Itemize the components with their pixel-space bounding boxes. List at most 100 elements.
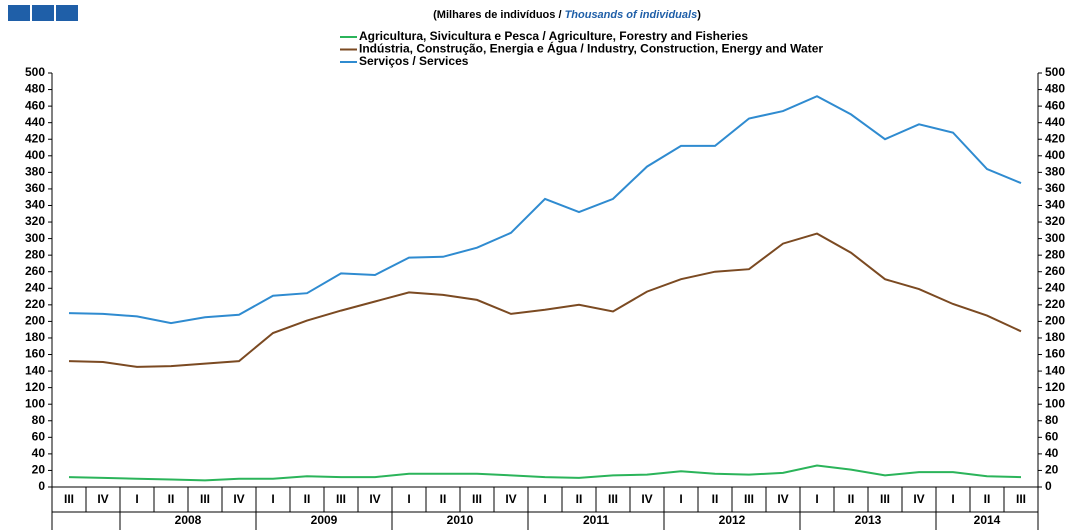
y-tick-label-right: 120 — [1045, 380, 1065, 394]
year-label: 2012 — [719, 513, 746, 527]
year-label: 2008 — [175, 513, 202, 527]
y-tick-label-left: 180 — [25, 330, 45, 344]
year-label: 2014 — [974, 513, 1001, 527]
legend-label: Indústria, Construção, Energia e Água / … — [359, 41, 823, 56]
series-line — [68, 232, 1022, 368]
y-tick-label-left: 500 — [25, 65, 45, 79]
y-tick-label-left: 460 — [25, 98, 45, 112]
legend-label: Agricultura, Sivicultura e Pesca / Agric… — [359, 29, 748, 43]
subtitle-end: ) — [697, 9, 701, 21]
y-tick-label-left: 200 — [25, 314, 45, 328]
x-tick-label: IV — [913, 492, 924, 506]
subtitle-pt: (Milhares de indivíduos / — [433, 9, 564, 21]
x-tick-label: I — [951, 492, 954, 506]
logo-square — [32, 5, 54, 21]
subtitle-en: Thousands of individuals — [565, 9, 698, 21]
y-tick-label-right: 480 — [1045, 82, 1065, 96]
x-tick-label: I — [407, 492, 410, 506]
y-tick-label-right: 80 — [1045, 413, 1059, 427]
y-tick-label-left: 440 — [25, 115, 45, 129]
x-tick-label: II — [984, 492, 991, 506]
x-tick-label: III — [336, 492, 346, 506]
x-tick-label: II — [712, 492, 719, 506]
y-tick-label-right: 180 — [1045, 330, 1065, 344]
x-tick-label: III — [1016, 492, 1026, 506]
y-tick-label-right: 320 — [1045, 214, 1065, 228]
x-tick-label: I — [815, 492, 818, 506]
logo-square — [56, 5, 78, 21]
y-tick-label-right: 40 — [1045, 446, 1059, 460]
y-tick-label-left: 40 — [32, 446, 46, 460]
x-tick-label: III — [880, 492, 890, 506]
y-tick-label-left: 20 — [32, 463, 46, 477]
x-tick-label: II — [168, 492, 175, 506]
y-tick-label-left: 220 — [25, 297, 45, 311]
x-tick-label: IV — [777, 492, 788, 506]
x-tick-label: III — [200, 492, 210, 506]
x-tick-label: II — [848, 492, 855, 506]
y-tick-label-right: 140 — [1045, 363, 1065, 377]
year-label: 2013 — [855, 513, 882, 527]
y-tick-label-left: 280 — [25, 247, 45, 261]
y-tick-label-right: 260 — [1045, 264, 1065, 278]
year-label: 2009 — [311, 513, 338, 527]
y-tick-label-right: 240 — [1045, 280, 1065, 294]
series-line — [68, 95, 1022, 325]
x-tick-label: IV — [641, 492, 652, 506]
y-tick-label-right: 220 — [1045, 297, 1065, 311]
x-tick-label: II — [304, 492, 311, 506]
y-tick-label-left: 260 — [25, 264, 45, 278]
y-tick-label-right: 420 — [1045, 131, 1065, 145]
y-tick-label-right: 460 — [1045, 98, 1065, 112]
y-tick-label-left: 320 — [25, 214, 45, 228]
x-tick-label: IV — [369, 492, 380, 506]
y-tick-label-left: 240 — [25, 280, 45, 294]
y-tick-label-right: 100 — [1045, 396, 1065, 410]
y-tick-label-right: 200 — [1045, 314, 1065, 328]
y-tick-label-left: 100 — [25, 396, 45, 410]
x-tick-label: III — [472, 492, 482, 506]
y-tick-label-left: 400 — [25, 148, 45, 162]
y-tick-label-left: 160 — [25, 347, 45, 361]
y-tick-label-right: 500 — [1045, 65, 1065, 79]
series-line — [68, 464, 1022, 482]
logo-square — [8, 5, 30, 21]
y-tick-label-left: 480 — [25, 82, 45, 96]
y-tick-label-left: 300 — [25, 231, 45, 245]
y-tick-label-left: 140 — [25, 363, 45, 377]
x-tick-label: I — [271, 492, 274, 506]
y-tick-label-right: 300 — [1045, 231, 1065, 245]
x-tick-label: II — [440, 492, 447, 506]
y-tick-label-left: 0 — [38, 479, 45, 493]
y-tick-label-right: 160 — [1045, 347, 1065, 361]
y-tick-label-right: 280 — [1045, 247, 1065, 261]
x-tick-label: IV — [233, 492, 244, 506]
x-tick-label: I — [679, 492, 682, 506]
y-tick-label-right: 0 — [1045, 479, 1052, 493]
y-tick-label-right: 60 — [1045, 429, 1059, 443]
legend-label: Serviços / Services — [359, 54, 469, 68]
y-tick-label-left: 360 — [25, 181, 45, 195]
x-tick-label: I — [543, 492, 546, 506]
y-tick-label-left: 60 — [32, 429, 46, 443]
y-tick-label-right: 440 — [1045, 115, 1065, 129]
x-tick-label: I — [135, 492, 138, 506]
y-tick-label-left: 340 — [25, 198, 45, 212]
year-label: 2011 — [583, 513, 609, 527]
x-tick-label: IV — [505, 492, 516, 506]
y-tick-label-left: 120 — [25, 380, 45, 394]
y-tick-label-left: 420 — [25, 131, 45, 145]
chart-subtitle: (Milhares de indivíduos / Thousands of i… — [433, 9, 701, 21]
x-tick-label: IV — [97, 492, 108, 506]
y-tick-label-left: 380 — [25, 165, 45, 179]
year-label: 2010 — [447, 513, 474, 527]
y-tick-label-left: 80 — [32, 413, 46, 427]
y-tick-label-right: 340 — [1045, 198, 1065, 212]
x-tick-label: III — [608, 492, 618, 506]
x-tick-label: II — [576, 492, 583, 506]
y-tick-label-right: 20 — [1045, 463, 1059, 477]
y-tick-label-right: 400 — [1045, 148, 1065, 162]
x-tick-label: III — [744, 492, 754, 506]
y-tick-label-right: 380 — [1045, 165, 1065, 179]
